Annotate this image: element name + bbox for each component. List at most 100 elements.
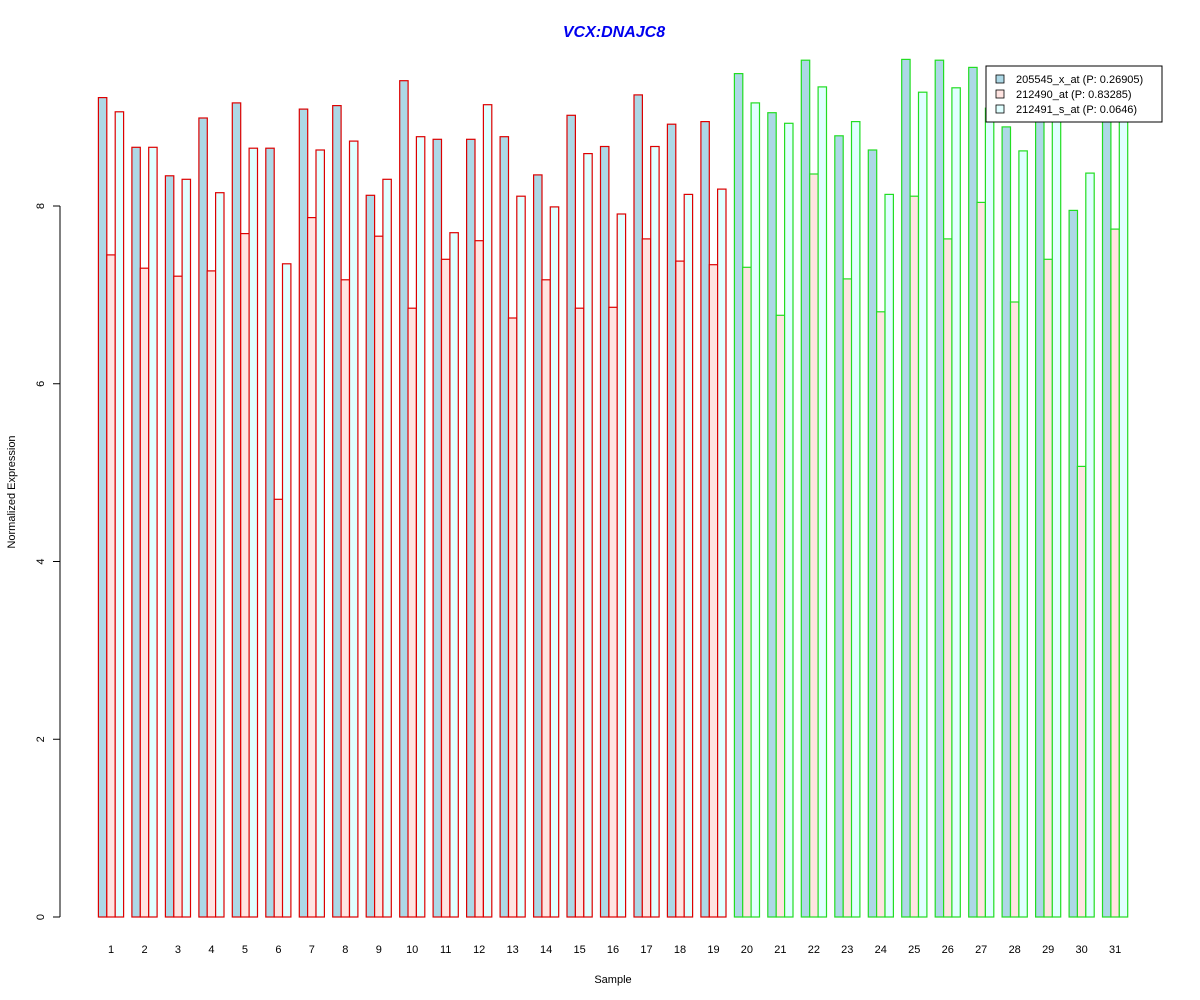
bar-sample-16-205545_x_at [599, 145, 610, 918]
bar-sample-1-212491_s_at [114, 111, 125, 918]
bar-sample-15-212490_at [574, 307, 585, 918]
bar-sample-12-205545_x_at [466, 138, 476, 918]
bar-sample-28-205545_x_at [1001, 126, 1012, 918]
bar-sample-23-212491_s_at [850, 120, 861, 918]
bar-sample-15-212491_s_at [583, 153, 593, 918]
bar-sample-27-212491_s_at [984, 107, 995, 918]
legend: 205545_x_at (P: 0.26905) 212490_at (P: 0… [985, 65, 1163, 123]
bar-sample-17-205545_x_at [633, 94, 643, 918]
bar-sample-26-212490_at [942, 238, 953, 918]
bar-sample-13-212491_s_at [516, 195, 526, 918]
x-tick-label: 22 [808, 944, 820, 956]
bar-sample-11-205545_x_at [432, 138, 443, 918]
bar-sample-10-212490_at [407, 307, 417, 918]
bar-sample-18-212491_s_at [683, 193, 694, 918]
x-tick-label: 23 [841, 944, 853, 956]
bar-sample-12-212490_at [474, 240, 484, 918]
bar-sample-4-212491_s_at [215, 192, 225, 918]
x-tick-label: 27 [975, 944, 987, 956]
bar-sample-27-212490_at [976, 201, 986, 918]
bar-sample-23-212490_at [842, 278, 853, 918]
y-tick-label: 4 [35, 558, 47, 564]
x-tick-label: 18 [674, 944, 686, 956]
bar-sample-8-205545_x_at [332, 104, 342, 918]
bar-sample-24-212491_s_at [884, 193, 894, 918]
y-tick-label: 8 [35, 203, 47, 209]
chart-title: VCX:DNAJC8 [563, 24, 665, 41]
bar-sample-29-212490_at [1043, 258, 1053, 918]
bar-sample-11-212490_at [440, 258, 451, 918]
bar-sample-1-205545_x_at [97, 96, 108, 918]
legend-swatch-2 [995, 104, 1005, 114]
x-tick-label: 8 [342, 944, 348, 956]
bar-sample-16-212491_s_at [616, 213, 627, 918]
x-tick-label: 25 [908, 944, 920, 956]
x-tick-label: 10 [406, 944, 418, 956]
x-tick-label: 3 [175, 944, 181, 956]
x-tick-label: 1 [108, 944, 114, 956]
bar-sample-18-205545_x_at [666, 123, 677, 918]
bar-sample-13-212490_at [507, 317, 518, 918]
x-tick-label: 12 [473, 944, 485, 956]
x-tick-label: 24 [875, 944, 887, 956]
bar-sample-14-205545_x_at [532, 174, 543, 918]
bar-sample-6-205545_x_at [265, 147, 275, 918]
bar-sample-5-212490_at [240, 233, 250, 918]
bar-sample-22-212490_at [809, 173, 819, 918]
bar-sample-7-212490_at [307, 217, 317, 918]
bar-sample-10-205545_x_at [399, 80, 409, 918]
bar-sample-4-212490_at [206, 270, 217, 918]
bar-sample-25-205545_x_at [901, 58, 911, 918]
bar-sample-31-205545_x_at [1101, 98, 1112, 918]
bar-sample-3-205545_x_at [164, 175, 175, 918]
bar-sample-2-212490_at [139, 267, 150, 918]
x-tick-label: 29 [1042, 944, 1054, 956]
bar-sample-7-212491_s_at [315, 149, 325, 918]
bar-sample-3-212491_s_at [181, 178, 192, 918]
bar-sample-8-212490_at [340, 279, 351, 918]
x-tick-label: 15 [573, 944, 585, 956]
bar-sample-15-205545_x_at [566, 114, 576, 918]
bar-sample-22-212491_s_at [817, 86, 828, 918]
x-tick-label: 30 [1075, 944, 1087, 956]
bar-sample-19-212490_at [708, 264, 719, 918]
bar-sample-31-212490_at [1110, 228, 1120, 918]
legend-entry-0: 205545_x_at (P: 0.26905) [1016, 74, 1143, 86]
bar-sample-20-212491_s_at [750, 102, 761, 918]
bar-sample-13-205545_x_at [499, 136, 510, 918]
bar-sample-19-212491_s_at [716, 188, 727, 918]
y-tick-label: 2 [35, 736, 47, 742]
bar-sample-31-212491_s_at [1118, 107, 1129, 918]
bar-sample-23-205545_x_at [834, 135, 844, 918]
x-tick-label: 2 [141, 944, 147, 956]
bar-sample-24-212490_at [875, 311, 886, 918]
bar-sample-5-212491_s_at [248, 147, 259, 918]
bar-sample-30-212490_at [1076, 465, 1087, 918]
bar-sample-28-212491_s_at [1018, 150, 1028, 918]
bar-sample-27-205545_x_at [968, 66, 978, 918]
bar-sample-5-205545_x_at [231, 102, 242, 918]
bar-sample-22-205545_x_at [800, 59, 811, 918]
x-tick-label: 5 [242, 944, 248, 956]
bar-sample-12-212491_s_at [482, 104, 493, 918]
bar-sample-9-212491_s_at [382, 178, 392, 918]
x-tick-label: 17 [640, 944, 652, 956]
bar-sample-24-205545_x_at [867, 149, 878, 918]
bar-sample-2-205545_x_at [131, 146, 141, 918]
legend-box [985, 65, 1163, 123]
bar-sample-2-212491_s_at [148, 146, 158, 918]
x-tick-label: 9 [376, 944, 382, 956]
x-tick-label: 28 [1009, 944, 1021, 956]
bar-sample-30-212491_s_at [1085, 172, 1095, 918]
x-tick-label: 14 [540, 944, 552, 956]
x-axis-label: Sample [594, 974, 631, 986]
bar-sample-11-212491_s_at [449, 232, 459, 918]
bar-sample-20-212490_at [742, 266, 752, 918]
x-tick-label: 16 [607, 944, 619, 956]
bar-sample-18-212490_at [675, 260, 685, 918]
legend-entry-2: 212491_s_at (P: 0.0646) [1016, 104, 1137, 116]
x-tick-label: 6 [275, 944, 281, 956]
bar-sample-4-205545_x_at [198, 117, 208, 918]
bar-sample-8-212491_s_at [348, 140, 359, 918]
